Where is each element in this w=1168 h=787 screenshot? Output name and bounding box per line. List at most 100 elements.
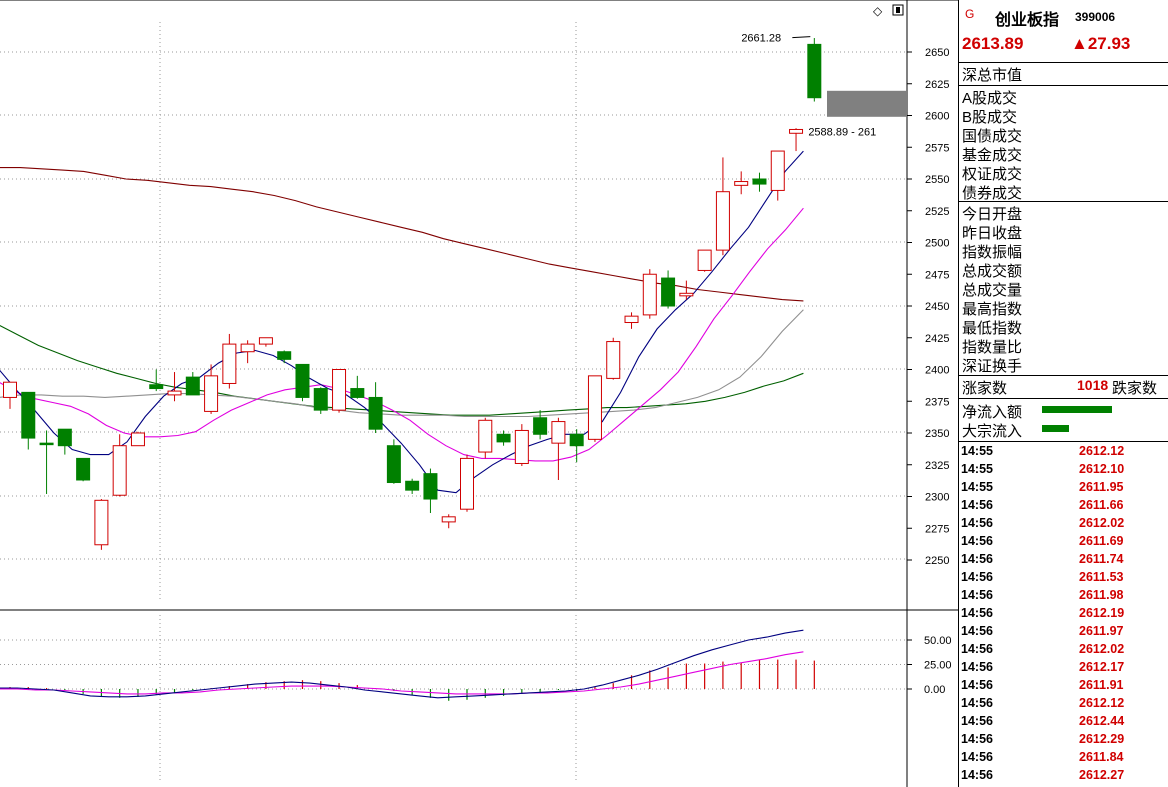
stat-label: A股成交 [962,90,1018,107]
current-price: 2613.89 [962,34,1024,53]
tick-value: 2611.91 [1079,678,1124,692]
tick-value: 2612.02 [1079,516,1125,530]
y-tick-label: 2450 [925,301,949,313]
rise-label: 涨家数 [962,380,1008,397]
stat-label: 总成交量 [962,282,1023,299]
candle [423,473,438,500]
stat-label: 指数振幅 [962,244,1023,261]
y-tick-label: 2525 [925,206,949,218]
y-tick-label: 2575 [925,142,949,154]
candle [807,43,822,99]
tick-value: 2612.12 [1079,444,1125,458]
candle [789,128,804,134]
tick-time: 14:56 [961,606,993,620]
y-tick-label: 2250 [925,555,949,567]
tick-value: 2612.29 [1079,732,1125,746]
tick-time: 14:55 [961,462,993,476]
fall-label: 跌家数 [1112,380,1158,397]
ma5-line [0,150,804,494]
candle [76,457,91,481]
candle [204,375,219,412]
candle [185,376,200,396]
tick-time: 14:56 [961,624,993,638]
tick-time: 14:55 [961,480,993,494]
candle [551,421,566,444]
candle [21,391,36,439]
window-toggle-icon-inner [896,7,900,13]
y-tick-label: 25.00 [924,660,952,672]
candle [57,428,72,447]
net-inflow-label: 净流入额 [962,404,1023,421]
stat-label: 权证成交 [962,166,1023,183]
candle [606,341,621,379]
index-name: 创业板指 [995,12,1060,29]
stat-label: 最高指数 [962,301,1023,318]
y-tick-label: 2325 [925,460,949,472]
candle [39,442,54,446]
bulk-inflow-label: 大宗流入 [962,423,1023,440]
tick-value: 2611.95 [1079,480,1124,494]
candle [332,369,347,411]
stat-label: 指数量比 [962,339,1023,356]
candle [350,388,365,398]
stat-label: 基金成交 [962,147,1023,164]
tick-time: 14:56 [961,552,993,566]
stat-label: 债券成交 [962,185,1023,202]
candle [661,277,676,307]
tick-time: 14:56 [961,570,993,584]
tick-time: 14:56 [961,696,993,710]
candle [167,390,182,396]
candle [222,343,237,384]
tick-value: 2612.17 [1079,660,1125,674]
candle [679,292,694,297]
tick-time: 14:56 [961,714,993,728]
net-inflow-bar [1042,406,1112,413]
tick-value: 2612.27 [1079,768,1125,782]
tick-time: 14:56 [961,516,993,530]
candle [386,445,401,484]
candle [295,363,310,398]
index-code: 399006 [1075,10,1116,24]
price-chart[interactable]: 2650 2625 2600 2575 2550 2525 2500 2475 2450 2425… [0,0,958,787]
current-price-marker [827,90,907,117]
candle [94,499,109,546]
tick-time: 14:56 [961,642,993,656]
tick-time: 14:55 [961,444,993,458]
tick-value: 2611.74 [1079,552,1124,566]
candle [112,445,127,496]
y-tick-label: 2550 [925,174,949,186]
candle [149,384,164,390]
candle [3,381,17,398]
tick-value: 2611.98 [1079,588,1124,602]
sub-ma10-line [0,651,804,695]
candle [587,375,602,440]
stat-label: 今日开盘 [962,206,1023,223]
candle [441,516,456,523]
tick-value: 2612.12 [1079,696,1125,710]
y-tick-label: 2500 [925,238,949,250]
tick-value: 2612.44 [1079,714,1125,728]
y-tick-label: 2300 [925,492,949,504]
stat-label: B股成交 [962,109,1018,126]
stat-label: 深证换手 [962,358,1023,375]
market-flag: G [965,7,975,21]
tick-value: 2612.02 [1079,642,1125,656]
candle [405,480,420,491]
tick-time: 14:56 [961,768,993,782]
tick-value: 2612.19 [1079,606,1125,620]
candle [313,388,328,411]
candle [240,343,255,353]
tick-value: 2611.97 [1079,624,1124,638]
rise-count: 1018 [1077,377,1109,393]
price-change: ▲27.93 [1071,34,1131,53]
stat-label: 深总市值 [962,67,1023,84]
candle [277,351,292,360]
y-tick-label: 2350 [925,428,949,440]
candle [734,181,749,186]
sub-ma5-line [0,629,804,699]
y-tick-label: 0.00 [924,684,945,696]
candle [715,191,730,251]
y-tick-label: 2600 [925,111,949,123]
ma120-line [0,167,804,302]
candle [569,433,584,447]
